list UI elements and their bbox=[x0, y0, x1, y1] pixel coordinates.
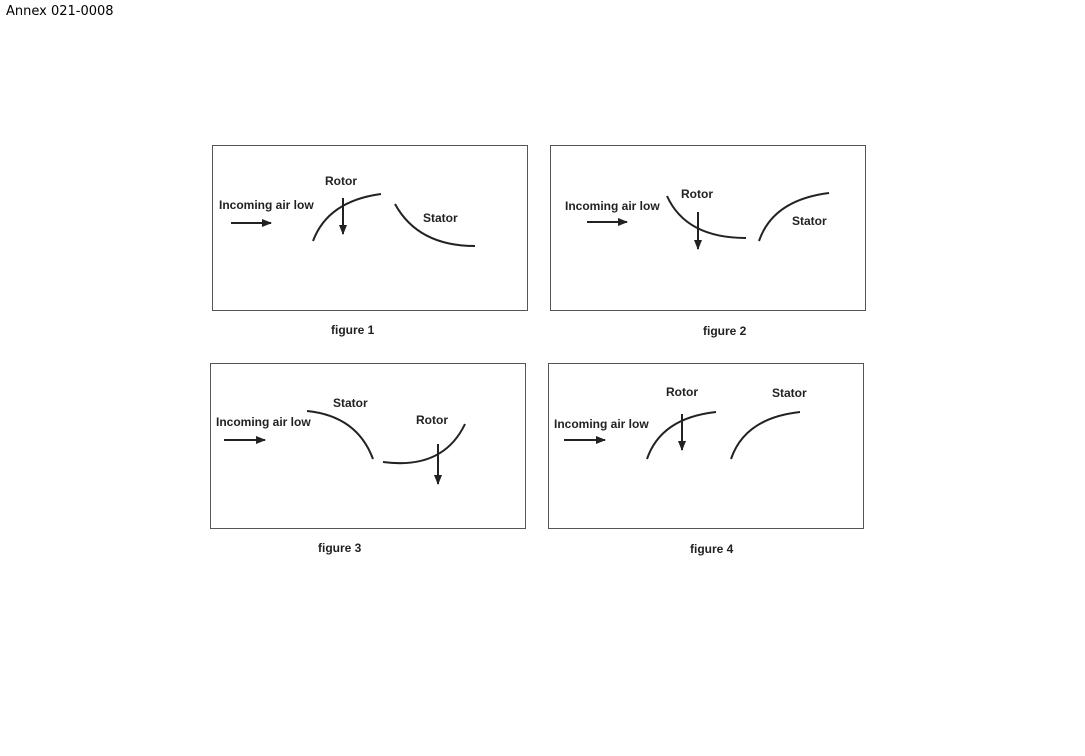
figure-4-caption: figure 4 bbox=[690, 542, 734, 556]
stator-blade bbox=[394, 203, 476, 247]
stator-blade bbox=[730, 411, 801, 460]
inflow-label: Incoming air low bbox=[554, 417, 649, 431]
figure-4-diagram bbox=[564, 411, 801, 460]
rotor-blade bbox=[312, 193, 382, 242]
figure-3-diagram bbox=[224, 410, 466, 485]
inflow-label: Incoming air low bbox=[219, 198, 314, 212]
figure-1-panel: Incoming air low Rotor Stator bbox=[212, 145, 528, 311]
stator-blade bbox=[306, 410, 374, 460]
figure-1-diagram bbox=[231, 193, 476, 247]
inflow-label: Incoming air low bbox=[216, 415, 311, 429]
figure-4-panel: Incoming air low Rotor Stator bbox=[548, 363, 864, 529]
stator-label: Stator bbox=[423, 211, 458, 225]
rotor-label: Rotor bbox=[666, 385, 698, 399]
rotor-label: Rotor bbox=[681, 187, 713, 201]
figure-1-caption: figure 1 bbox=[331, 323, 375, 337]
rotor-label: Rotor bbox=[416, 413, 448, 427]
stator-label: Stator bbox=[333, 396, 368, 410]
rotor-blade bbox=[666, 195, 747, 239]
figure-2-diagram bbox=[587, 192, 830, 250]
annex-id: Annex 021-0008 bbox=[6, 4, 114, 19]
rotor-label: Rotor bbox=[325, 174, 357, 188]
figure-3-panel: Incoming air low Stator Rotor bbox=[210, 363, 526, 529]
stator-blade bbox=[758, 192, 830, 242]
stator-label: Stator bbox=[772, 386, 807, 400]
figure-3-caption: figure 3 bbox=[318, 541, 362, 555]
rotor-blade bbox=[382, 423, 466, 465]
figure-2-caption: figure 2 bbox=[703, 324, 747, 338]
figure-2-panel: Incoming air low Rotor Stator bbox=[550, 145, 866, 311]
stator-label: Stator bbox=[792, 214, 827, 228]
rotor-blade bbox=[646, 411, 717, 460]
inflow-label: Incoming air low bbox=[565, 199, 660, 213]
